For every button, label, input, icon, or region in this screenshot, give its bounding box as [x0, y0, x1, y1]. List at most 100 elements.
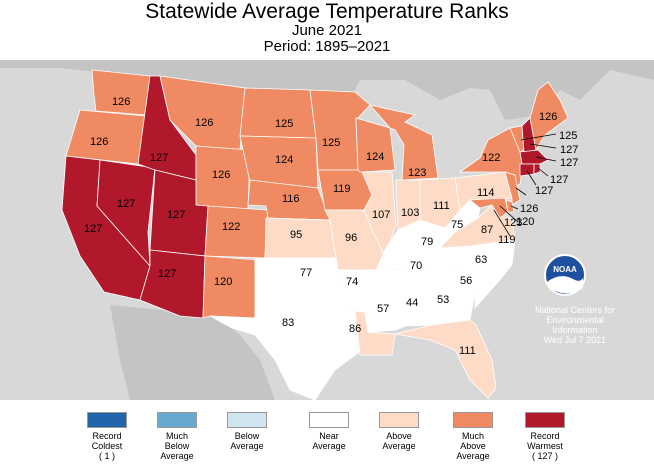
- label-MS: 57: [377, 303, 389, 315]
- map-area: 126 126 127 127 127 126 126 127 127 122 …: [0, 60, 654, 400]
- label-OH: 111: [433, 200, 450, 212]
- state-IL: [361, 171, 397, 258]
- leader-RI: [537, 167, 549, 177]
- legend-much-above: Much Above Average: [438, 412, 508, 461]
- label-ND: 125: [275, 118, 293, 130]
- legend-above: Above Average: [364, 412, 434, 451]
- label-KY: 79: [421, 236, 433, 248]
- label-LA: 86: [349, 323, 361, 335]
- label-FL: 111: [459, 345, 476, 357]
- state-AZ: [139, 249, 206, 319]
- label-IA: 119: [333, 183, 351, 195]
- canada-land: [0, 60, 654, 120]
- state-ME: [529, 81, 569, 152]
- leader-VT: [520, 133, 557, 141]
- label-ME: 126: [539, 111, 557, 123]
- noaa-agency: National Centers for Environmental Infor…: [534, 305, 616, 335]
- label-CA: 127: [84, 223, 102, 235]
- label-VA: 87: [481, 224, 493, 236]
- label-KS: 95: [290, 229, 302, 241]
- state-ND: [239, 87, 317, 139]
- leader-NH: [529, 143, 557, 149]
- legend-record-warmest: Record Warmest ( 127 ): [510, 412, 580, 461]
- state-labels: 126 126 127 127 127 126 126 127 127 122 …: [84, 96, 578, 357]
- leader-DE: [510, 205, 519, 210]
- legend-swatch: [453, 412, 493, 428]
- label-MI: 123: [408, 167, 426, 179]
- legend-swatch: [525, 412, 565, 428]
- label-SD: 124: [275, 154, 293, 166]
- legend-label: Above Average: [382, 431, 416, 451]
- label-CT: 127: [535, 185, 553, 197]
- label-IN: 103: [401, 207, 419, 219]
- label-NV: 127: [117, 198, 135, 210]
- state-CT: [519, 163, 535, 177]
- state-MI: [368, 104, 439, 181]
- state-RI: [533, 163, 541, 175]
- label-RI: 127: [550, 174, 568, 186]
- title-block: Statewide Average Temperature Ranks June…: [0, 0, 654, 58]
- label-NJ: 126: [520, 203, 538, 215]
- legend-swatch: [157, 412, 197, 428]
- legend-label: Below Average: [230, 431, 264, 451]
- legend-label: Near Average: [312, 431, 346, 451]
- label-WY: 126: [212, 169, 230, 181]
- state-WA: [91, 69, 151, 116]
- label-WA: 126: [112, 96, 130, 108]
- noaa-logo-text: NOAA: [553, 265, 577, 274]
- label-WV: 75: [451, 219, 463, 231]
- legend-label: Record Coldest ( 1 ): [91, 431, 123, 461]
- label-VT: 125: [559, 130, 577, 142]
- us-map: 126 126 127 127 127 126 126 127 127 122 …: [0, 60, 654, 400]
- label-NM: 120: [214, 276, 232, 288]
- label-WI: 124: [366, 151, 384, 163]
- legend-swatch: [87, 412, 127, 428]
- mexico-land: [110, 305, 275, 400]
- legend-swatch: [379, 412, 419, 428]
- label-MT: 126: [195, 117, 213, 129]
- noaa-logo-wave: [547, 276, 583, 294]
- label-NH: 127: [560, 144, 578, 156]
- legend: Record Coldest ( 1 ) Much Below Average …: [0, 400, 654, 466]
- state-MD: [468, 197, 509, 219]
- noaa-credit: National Centers for Environmental Infor…: [520, 305, 630, 345]
- state-NJ: [504, 171, 521, 206]
- label-MD: 123: [504, 217, 522, 229]
- state-GA: [424, 265, 476, 326]
- legend-much-below: Much Below Average: [142, 412, 212, 461]
- legend-swatch: [227, 412, 267, 428]
- label-ID: 127: [150, 152, 168, 164]
- label-SC: 56: [460, 275, 472, 287]
- label-CO: 122: [222, 221, 240, 233]
- label-MN: 125: [322, 137, 340, 149]
- label-MO: 96: [345, 232, 357, 244]
- label-DC: 119: [498, 234, 516, 246]
- label-IL: 107: [372, 209, 390, 221]
- label-GA: 53: [437, 294, 449, 306]
- state-AL: [395, 267, 433, 331]
- label-AR: 74: [346, 276, 358, 288]
- leader-lines: [493, 133, 557, 237]
- leader-CT: [526, 170, 537, 186]
- legend-swatch: [309, 412, 349, 428]
- state-FL: [394, 319, 497, 399]
- leader-NJ: [515, 187, 527, 196]
- label-TX: 83: [282, 317, 294, 329]
- leader-MA: [535, 156, 557, 162]
- leader-DC: [493, 209, 511, 237]
- map-period: Period: 1895–2021: [263, 38, 391, 55]
- label-AL: 44: [406, 297, 418, 309]
- label-NY: 122: [482, 152, 500, 164]
- leader-MD: [499, 205, 519, 223]
- legend-label: Much Below Average: [160, 431, 194, 461]
- noaa-date: Wed Jul 7 2021: [543, 335, 607, 345]
- label-TN: 70: [410, 260, 422, 272]
- label-UT: 127: [167, 209, 185, 221]
- label-AZ: 127: [158, 268, 176, 280]
- map-subtitle: June 2021: [291, 22, 363, 39]
- label-PA: 114: [477, 187, 495, 199]
- label-DE: 120: [516, 216, 534, 228]
- map-title: Statewide Average Temperature Ranks: [145, 0, 509, 23]
- label-OK: 77: [300, 267, 312, 279]
- label-NC: 63: [475, 254, 487, 266]
